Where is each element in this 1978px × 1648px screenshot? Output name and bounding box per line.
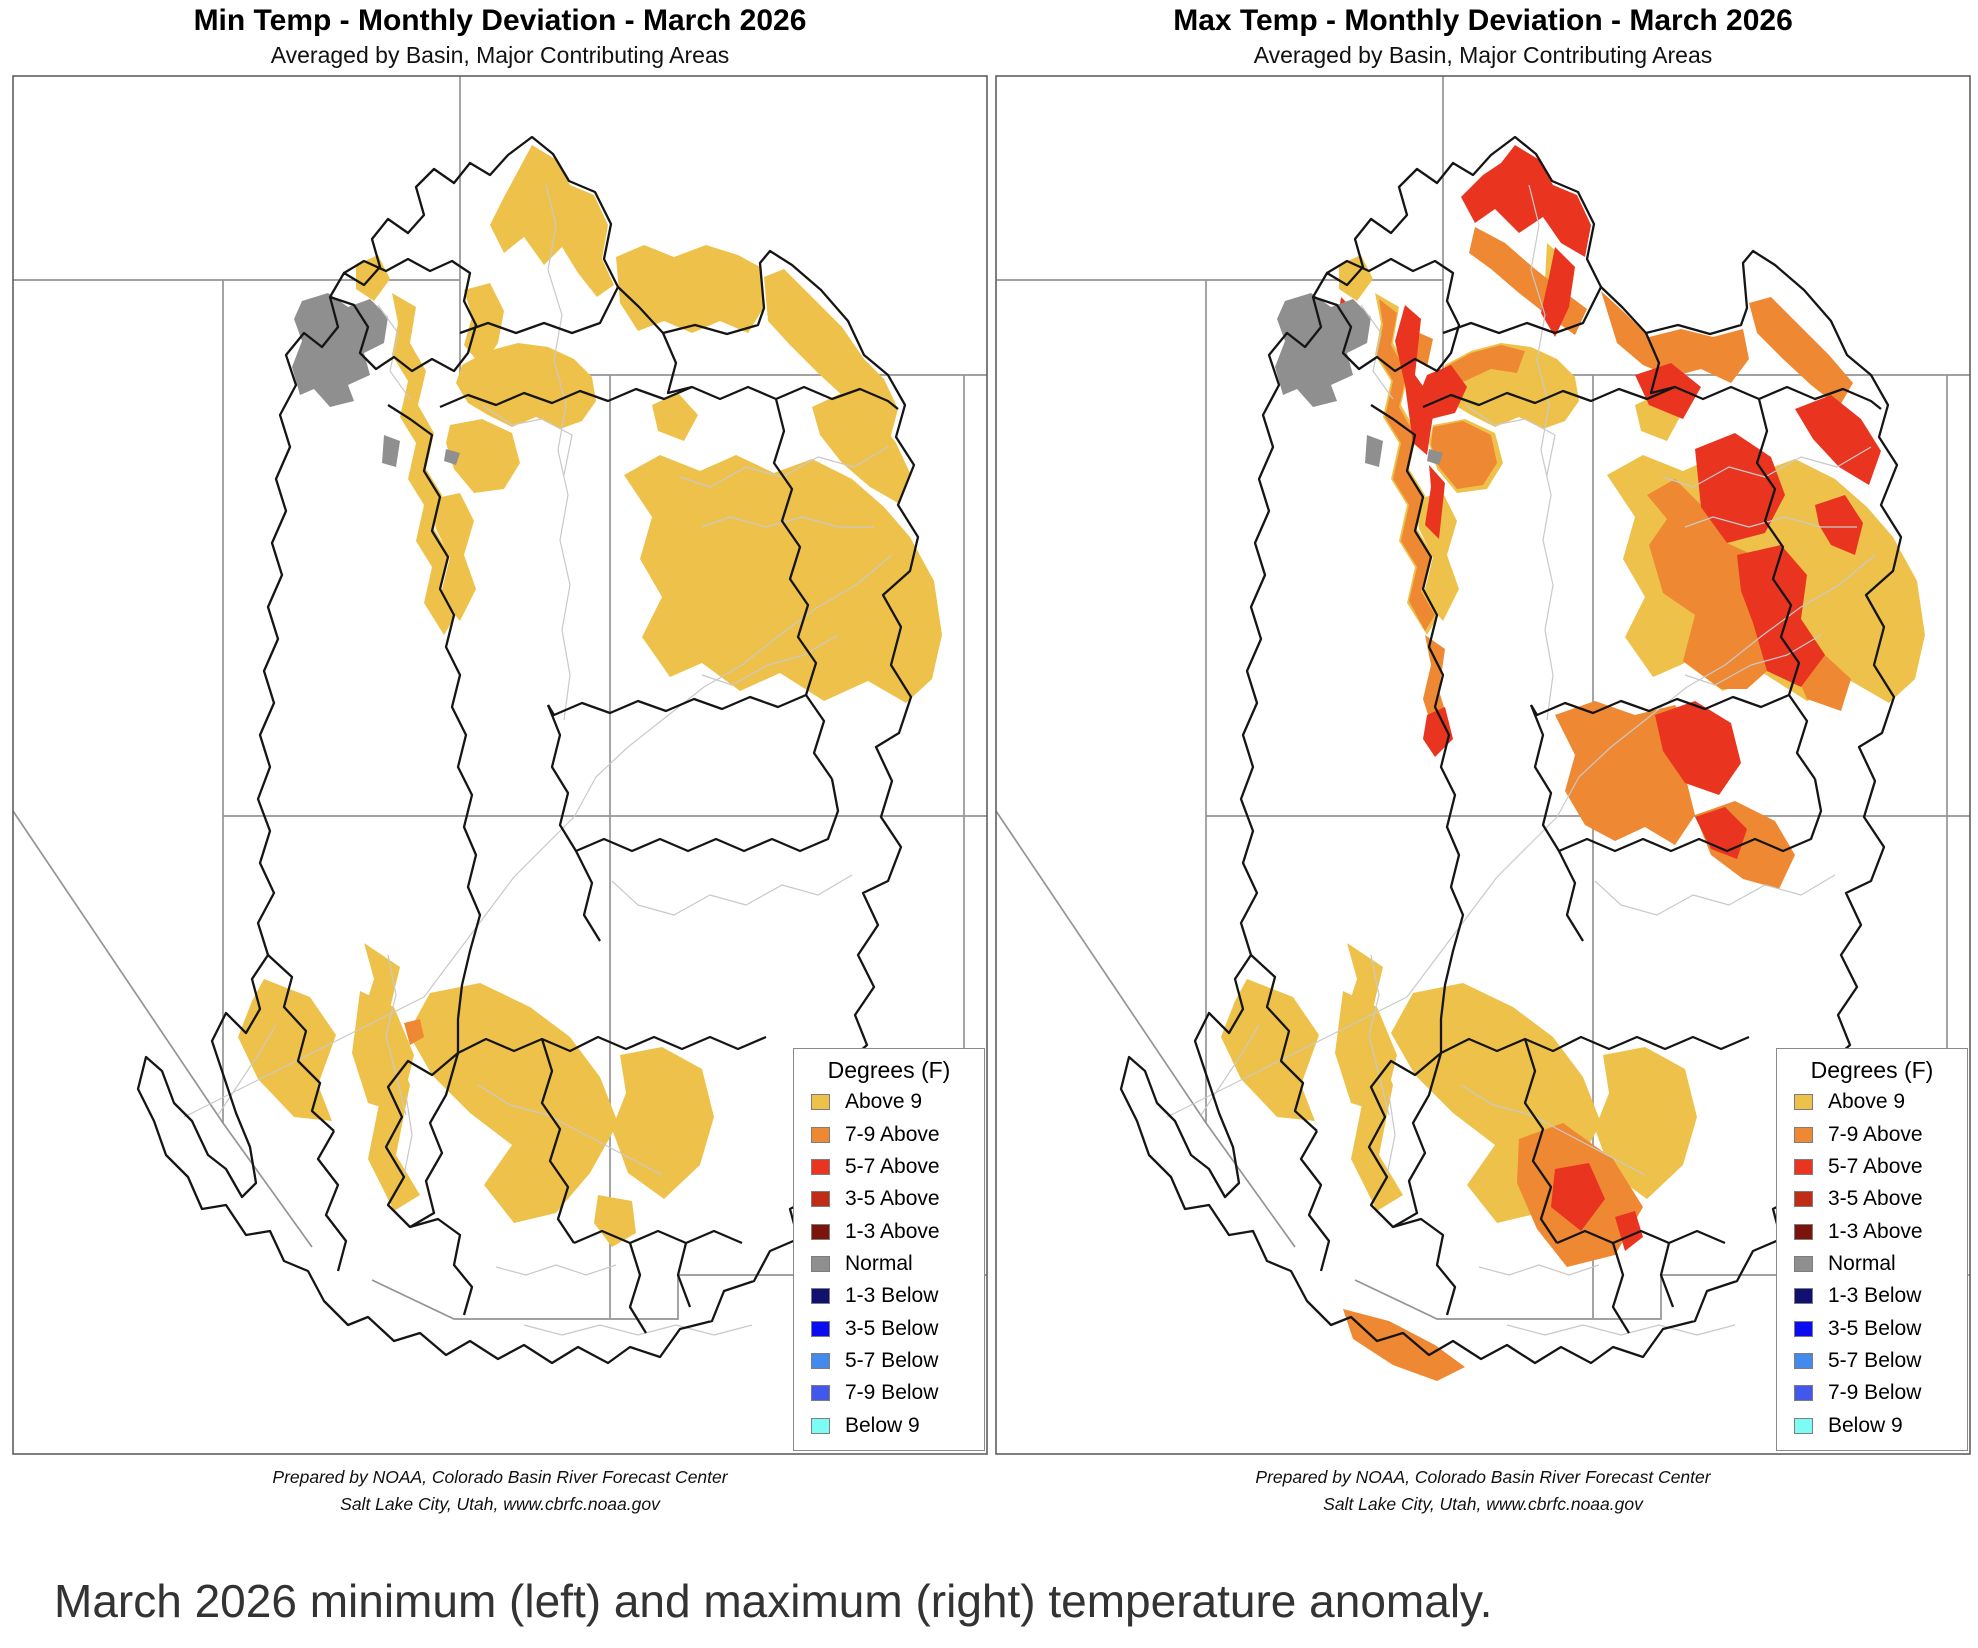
max-temp-footer: Prepared by NOAA, Colorado Basin River F… xyxy=(995,1464,1971,1518)
legend-item-a13: 1-3 Above xyxy=(811,1219,984,1243)
legend-swatch-normal xyxy=(1794,1255,1813,1272)
legend-item-a79: 7-9 Above xyxy=(811,1122,984,1146)
legend-item-below9: Below 9 xyxy=(811,1413,984,1437)
min-temp-title: Min Temp - Monthly Deviation - March 202… xyxy=(193,4,807,37)
legend: Degrees (F) Above 9 7-9 Above 5-7 Above 3-5… xyxy=(1776,1048,1968,1451)
legend-swatch-a13 xyxy=(1794,1223,1813,1240)
legend-item-b79: 7-9 Below xyxy=(1794,1381,1967,1405)
legend-label: Below 9 xyxy=(1828,1413,1903,1437)
legend-swatch-below9 xyxy=(1794,1417,1813,1434)
legend-item-b13: 1-3 Below xyxy=(811,1284,984,1308)
legend-label: Below 9 xyxy=(845,1413,920,1437)
figure-caption: March 2026 minimum (left) and maximum (r… xyxy=(54,1575,1493,1627)
legend-swatch-normal xyxy=(811,1255,830,1272)
legend-label: 5-7 Below xyxy=(845,1349,939,1373)
footer-line2: Salt Lake City, Utah, www.cbrfc.noaa.gov xyxy=(1323,1494,1643,1514)
legend-label: Above 9 xyxy=(1828,1090,1906,1114)
min-temp-map-frame: Degrees (F) Above 9 7-9 Above 5-7 Above 3-5… xyxy=(12,75,988,1455)
legend-label: 3-5 Above xyxy=(1828,1187,1923,1211)
legend-label: 7-9 Below xyxy=(1828,1381,1922,1405)
legend-label: 7-9 Below xyxy=(845,1381,939,1405)
legend-label: 1-3 Below xyxy=(1828,1284,1922,1308)
legend: Degrees (F) Above 9 7-9 Above 5-7 Above 3-5… xyxy=(793,1048,985,1451)
legend-swatch-b13 xyxy=(811,1288,830,1305)
legend-label: 3-5 Below xyxy=(1828,1316,1922,1340)
legend-items: Above 9 7-9 Above 5-7 Above 3-5 Above 1-3 Ab… xyxy=(794,1086,984,1442)
legend-swatch-a35 xyxy=(1794,1191,1813,1208)
legend-item-a13: 1-3 Above xyxy=(1794,1219,1967,1243)
max-temp-anomaly-patches xyxy=(1221,145,1925,1381)
legend-item-a57: 5-7 Above xyxy=(1794,1154,1967,1178)
legend-swatch-a57 xyxy=(1794,1158,1813,1175)
legend-swatch-above9 xyxy=(1794,1094,1813,1111)
legend-item-b57: 5-7 Below xyxy=(811,1349,984,1373)
max-temp-map-frame: Degrees (F) Above 9 7-9 Above 5-7 Above 3-5… xyxy=(995,75,1971,1455)
min-temp-footer: Prepared by NOAA, Colorado Basin River F… xyxy=(12,1464,988,1518)
legend-label: 3-5 Above xyxy=(845,1187,940,1211)
legend-item-b57: 5-7 Below xyxy=(1794,1349,1967,1373)
legend-title: Degrees (F) xyxy=(827,1057,951,1083)
legend-swatch-below9 xyxy=(811,1417,830,1434)
legend-label: 7-9 Above xyxy=(845,1122,940,1146)
legend-swatch-b57 xyxy=(811,1353,830,1370)
legend-swatch-b79 xyxy=(1794,1385,1813,1402)
min-temp-panel: Min Temp - Monthly Deviation - March 202… xyxy=(12,0,988,1560)
legend-swatch-a79 xyxy=(811,1126,830,1143)
legend-swatch-b57 xyxy=(1794,1353,1813,1370)
max-temp-title: Max Temp - Monthly Deviation - March 202… xyxy=(1173,4,1793,37)
legend-item-normal: Normal xyxy=(811,1251,984,1275)
legend-swatch-b79 xyxy=(811,1385,830,1402)
footer-line1: Prepared by NOAA, Colorado Basin River F… xyxy=(1255,1467,1711,1487)
min-temp-anomaly-patches xyxy=(238,145,942,1247)
legend-swatch-a35 xyxy=(811,1191,830,1208)
legend-item-below9: Below 9 xyxy=(1794,1413,1967,1437)
legend-label: 1-3 Above xyxy=(845,1219,940,1243)
footer-line2: Salt Lake City, Utah, www.cbrfc.noaa.gov xyxy=(340,1494,660,1514)
legend-swatch-a13 xyxy=(811,1223,830,1240)
min-temp-map xyxy=(12,75,988,1455)
legend-label: Normal xyxy=(1828,1251,1896,1275)
legend-item-b35: 3-5 Below xyxy=(1794,1316,1967,1340)
legend-item-above9: Above 9 xyxy=(811,1090,984,1114)
legend-item-a57: 5-7 Above xyxy=(811,1154,984,1178)
min-temp-subtitle: Averaged by Basin, Major Contributing Ar… xyxy=(270,42,730,68)
legend-label: 5-7 Above xyxy=(845,1154,940,1178)
legend-swatch-a57 xyxy=(811,1158,830,1175)
legend-item-a35: 3-5 Above xyxy=(1794,1187,1967,1211)
legend-title: Degrees (F) xyxy=(1810,1057,1934,1083)
legend-item-b13: 1-3 Below xyxy=(1794,1284,1967,1308)
legend-item-b79: 7-9 Below xyxy=(811,1381,984,1405)
legend-label: 5-7 Above xyxy=(1828,1154,1923,1178)
max-temp-subtitle: Averaged by Basin, Major Contributing Ar… xyxy=(1253,42,1713,68)
legend-label: 5-7 Below xyxy=(1828,1349,1922,1373)
legend-label: 1-3 Above xyxy=(1828,1219,1923,1243)
legend-item-a35: 3-5 Above xyxy=(811,1187,984,1211)
max-temp-panel: Max Temp - Monthly Deviation - March 202… xyxy=(995,0,1971,1560)
legend-item-normal: Normal xyxy=(1794,1251,1967,1275)
legend-swatch-b13 xyxy=(1794,1288,1813,1305)
legend-swatch-a79 xyxy=(1794,1126,1813,1143)
legend-item-above9: Above 9 xyxy=(1794,1090,1967,1114)
legend-swatch-b35 xyxy=(1794,1320,1813,1337)
legend-swatch-above9 xyxy=(811,1094,830,1111)
legend-item-a79: 7-9 Above xyxy=(1794,1122,1967,1146)
legend-label: 3-5 Below xyxy=(845,1316,939,1340)
legend-items: Above 9 7-9 Above 5-7 Above 3-5 Above 1-3 Ab… xyxy=(1777,1086,1967,1442)
max-temp-map xyxy=(995,75,1971,1455)
legend-label: Normal xyxy=(845,1251,913,1275)
legend-swatch-b35 xyxy=(811,1320,830,1337)
footer-line1: Prepared by NOAA, Colorado Basin River F… xyxy=(272,1467,728,1487)
legend-label: Above 9 xyxy=(845,1090,923,1114)
legend-item-b35: 3-5 Below xyxy=(811,1316,984,1340)
legend-label: 7-9 Above xyxy=(1828,1122,1923,1146)
legend-label: 1-3 Below xyxy=(845,1284,939,1308)
